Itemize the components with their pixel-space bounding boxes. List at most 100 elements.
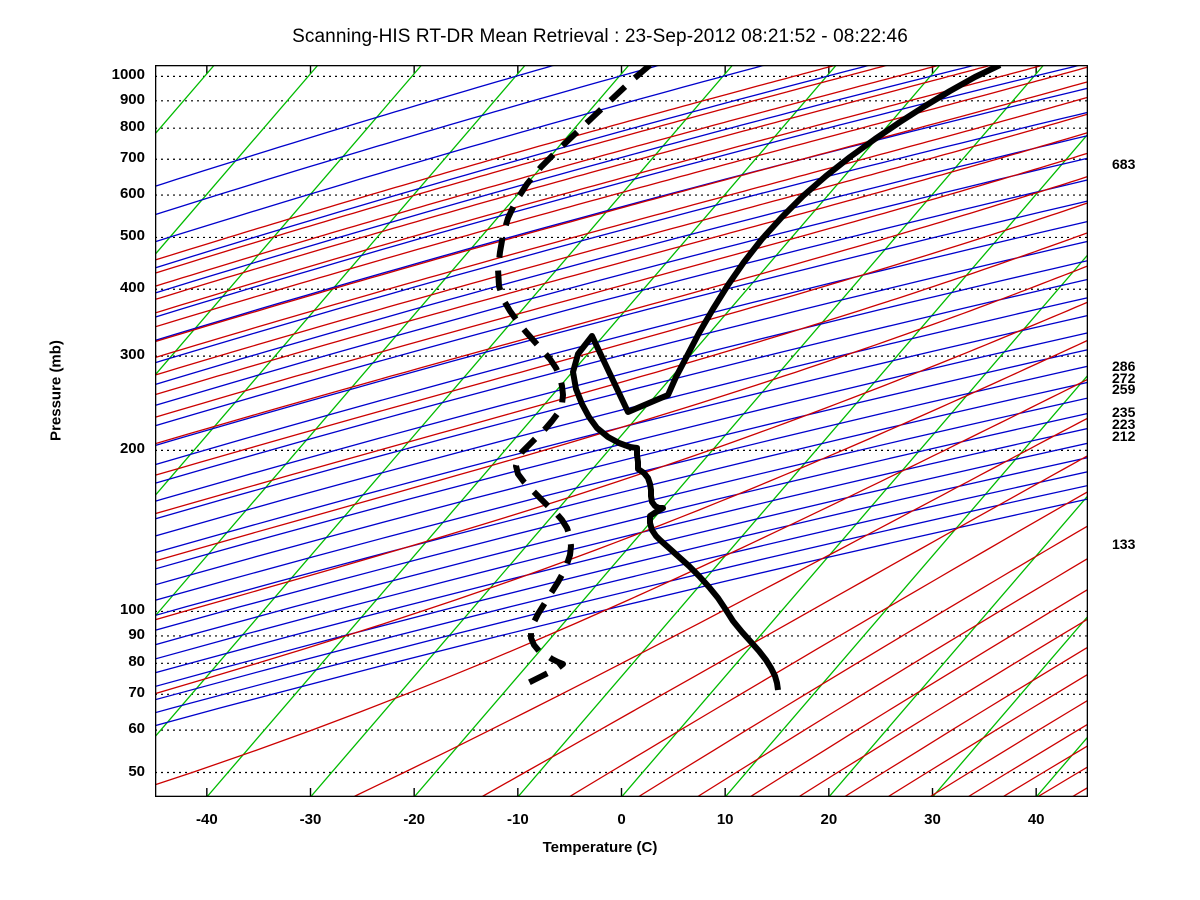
x-tick-label: -20	[403, 811, 425, 828]
dry-adiabat-line	[155, 332, 1088, 570]
moist-adiabat-line	[155, 378, 1088, 786]
y-tick-label: 800	[119, 118, 145, 136]
y-tick-label: 600	[119, 185, 145, 203]
thermo-lines	[155, 65, 1088, 797]
isotherm-line	[621, 253, 1088, 797]
dry-adiabat-line	[155, 484, 1088, 714]
isotherm-line	[155, 65, 319, 256]
dry-adiabat-line	[155, 65, 871, 269]
y-tick-label: 100	[119, 601, 145, 619]
moist-adiabat-line	[155, 113, 1088, 376]
right-axis-pressure-label: 286	[1112, 358, 1136, 375]
y-tick-label: 60	[128, 720, 145, 738]
dry-adiabat-line	[155, 179, 1088, 427]
isotherm-line	[155, 65, 423, 377]
moist-adiabat-line	[568, 490, 1088, 797]
x-tick-label: -40	[195, 811, 218, 828]
moist-adiabat-line	[155, 131, 1088, 396]
y-tick-label: 500	[119, 227, 145, 245]
y-tick-label: 700	[119, 149, 145, 167]
dry-adiabat-line	[155, 314, 1088, 554]
dry-adiabat-line	[155, 200, 1088, 447]
isotherm-line	[206, 65, 837, 797]
right-axis-pressure-label: 235	[1112, 403, 1136, 420]
x-tick-label: -10	[506, 811, 529, 828]
dry-adiabat-line	[155, 111, 1088, 364]
moist-adiabat-line	[352, 417, 1088, 797]
x-tick-label: 0	[617, 811, 626, 828]
dry-adiabat-line	[155, 65, 556, 187]
x-tick-label: 30	[924, 811, 941, 828]
isotherm-line	[724, 374, 1088, 797]
moist-adiabat-line	[155, 202, 1088, 477]
moist-adiabat-line	[1002, 744, 1088, 797]
moist-adiabat-line	[155, 301, 1088, 621]
moist-adiabat-line	[749, 588, 1088, 797]
background-grid	[155, 65, 1088, 797]
right-axis-pressure-label: 133	[1112, 536, 1136, 553]
moist-adiabat-line	[155, 175, 1088, 445]
moist-adiabat-line	[887, 673, 1088, 797]
moist-adiabat-line	[155, 96, 1088, 359]
right-axis-pressure-label: 272	[1112, 369, 1136, 386]
dry-adiabat-line	[155, 442, 1088, 674]
isotherm-line	[155, 65, 734, 738]
y-tick-label: 90	[128, 625, 145, 643]
dewpoint-profile	[495, 65, 652, 690]
dry-adiabat-line	[155, 87, 1088, 342]
moist-adiabat-line	[929, 699, 1088, 797]
dry-adiabat-line	[155, 365, 1088, 602]
dry-adiabat-line	[155, 297, 1088, 537]
moist-adiabat-line	[155, 65, 993, 301]
dry-adiabat-line	[155, 381, 1088, 617]
right-axis-pressure-label: 212	[1112, 427, 1136, 444]
dry-adiabat-line	[155, 65, 976, 294]
dry-adiabat-line	[155, 134, 1088, 386]
data-series	[495, 65, 1002, 691]
dry-adiabat-line	[155, 278, 1088, 520]
dry-adiabat-line	[155, 259, 1088, 502]
moist-adiabat-line	[798, 618, 1088, 797]
moist-adiabat-line	[155, 65, 889, 274]
dry-adiabat-line	[155, 397, 1088, 631]
y-tick-label: 80	[128, 653, 145, 671]
dry-adiabat-line	[155, 412, 1088, 646]
isotherm-line	[413, 65, 1045, 797]
isotherm-line	[310, 65, 941, 797]
right-axis-pressure-label: 683	[1112, 155, 1136, 172]
y-tick-label: 900	[119, 90, 145, 108]
dry-adiabat-line	[155, 157, 1088, 407]
y-tick-label: 1000	[111, 66, 145, 84]
y-tick-label: 70	[128, 684, 145, 702]
isotherm-line	[932, 615, 1088, 797]
dry-adiabat-line	[155, 471, 1088, 701]
moist-adiabat-line	[155, 65, 1044, 314]
right-axis-pressure-label: 259	[1112, 381, 1136, 398]
dry-adiabat-line	[155, 220, 1088, 466]
isotherm-line	[155, 65, 526, 497]
moist-adiabat-line	[155, 152, 1088, 418]
plot-frame	[155, 65, 1088, 797]
x-tick-label: 10	[716, 811, 734, 828]
moist-adiabat-line	[637, 525, 1088, 797]
isotherm-line	[828, 494, 1088, 797]
y-tick-label: 400	[119, 279, 145, 297]
moist-adiabat-line	[696, 557, 1088, 797]
moist-adiabat-line	[155, 231, 1088, 515]
moist-adiabat-line	[967, 723, 1088, 797]
right-axis-pressure-label: 223	[1112, 416, 1136, 433]
isotherm-line	[517, 133, 1088, 797]
plot-area	[155, 65, 1088, 797]
moist-adiabat-line	[155, 65, 837, 261]
x-tick-label: 40	[1027, 811, 1045, 828]
chart-title: Scanning-HIS RT-DR Mean Retrieval : 23-S…	[292, 26, 908, 47]
temperature-profile	[570, 65, 1002, 691]
x-tick-label: 20	[820, 811, 838, 828]
dry-adiabat-line	[155, 240, 1088, 484]
moist-adiabat-line	[155, 339, 1088, 695]
x-axis-label: Temperature (C)	[542, 839, 658, 856]
dry-adiabat-line	[155, 456, 1088, 688]
dry-adiabat-line	[155, 427, 1088, 660]
dry-adiabat-line	[155, 498, 1088, 727]
